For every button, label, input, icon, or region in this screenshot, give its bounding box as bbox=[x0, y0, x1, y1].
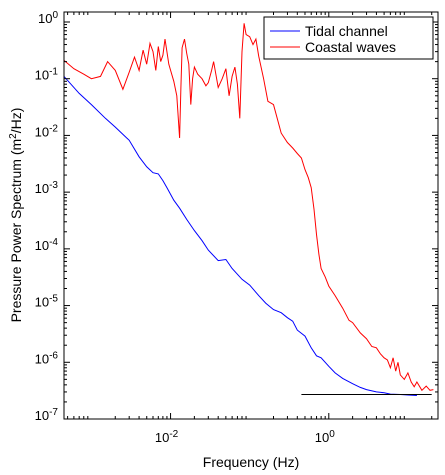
legend-box bbox=[263, 16, 434, 60]
y-tick-label: 10-5 bbox=[35, 293, 59, 310]
ticks-layer: 10-2 100 10-7 10-6 10-5 10-4 10-3 10-2 10-1 100 bbox=[35, 9, 438, 445]
y-tick-label: 10-1 bbox=[35, 66, 59, 83]
x-tick-label: 100 bbox=[315, 429, 335, 446]
series-line-coastal-waves bbox=[64, 23, 434, 392]
y-axis-label-suffix: /Hz) bbox=[8, 108, 24, 134]
legend-label-coastal-waves: Coastal waves bbox=[305, 39, 396, 55]
y-axis-label: Pressure Power Spectrum (m2/Hz) bbox=[8, 108, 25, 323]
legend: Tidal channel Coastal waves bbox=[263, 16, 434, 60]
series-line-tidal-channel bbox=[64, 76, 417, 396]
y-tick-label: 10-2 bbox=[35, 123, 59, 140]
x-tick-label: 10-2 bbox=[155, 429, 179, 446]
plot-frame bbox=[63, 11, 439, 420]
y-axis-label-sup: 2 bbox=[8, 133, 19, 139]
y-axis-label-prefix: Pressure Power Spectrum (m bbox=[8, 139, 24, 323]
x-axis-label: Frequency (Hz) bbox=[203, 454, 299, 470]
y-tick-label: 10-4 bbox=[35, 236, 59, 253]
y-tick-label: 10-7 bbox=[35, 407, 59, 424]
y-tick-label: 10-3 bbox=[35, 180, 59, 197]
series-layer bbox=[64, 23, 434, 396]
y-tick-label: 100 bbox=[38, 9, 58, 26]
legend-label-tidal-channel: Tidal channel bbox=[305, 23, 388, 39]
y-tick-label: 10-6 bbox=[35, 350, 59, 367]
